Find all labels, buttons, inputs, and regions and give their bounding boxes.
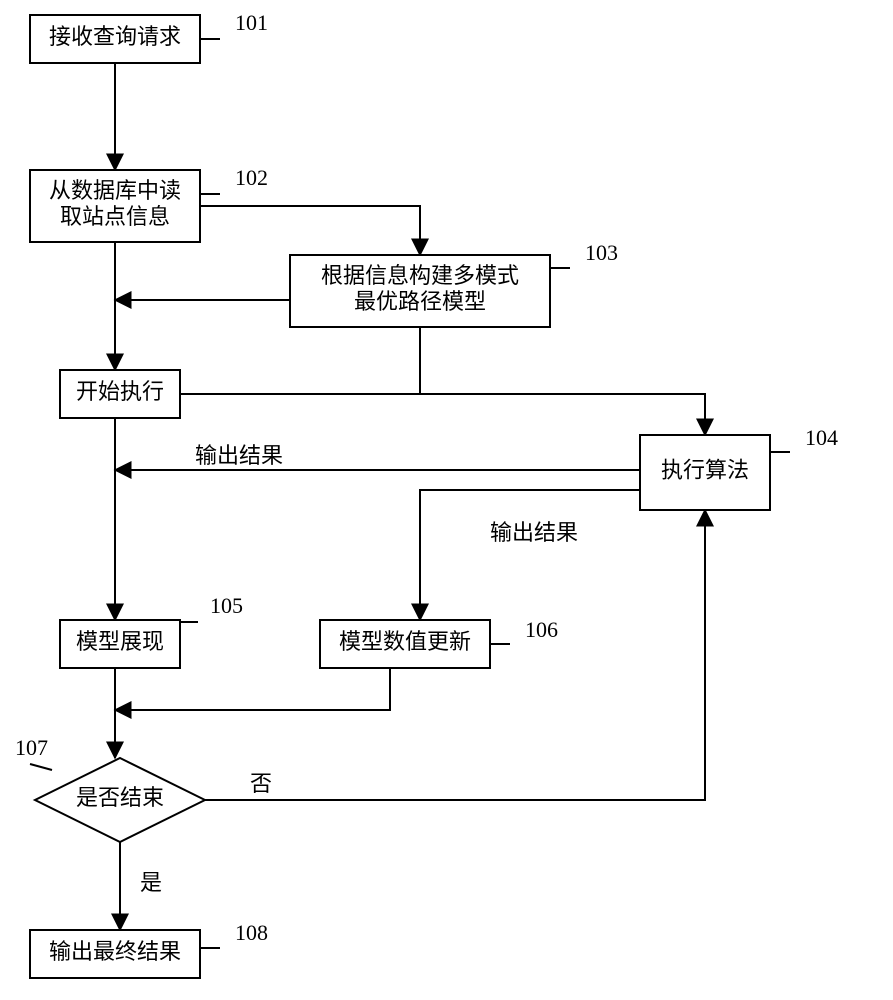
- edge-e3: [200, 206, 420, 255]
- node-number: 106: [525, 617, 558, 642]
- node-n103: 根据信息构建多模式最优路径模型: [290, 255, 550, 327]
- node-number: 102: [235, 165, 268, 190]
- node-label: 根据信息构建多模式: [321, 263, 519, 288]
- node-n107: 是否结束: [35, 758, 205, 842]
- node-number: 108: [235, 920, 268, 945]
- edge-e20: [30, 764, 52, 770]
- node-label: 开始执行: [76, 379, 164, 404]
- node-nstart: 开始执行: [60, 370, 180, 418]
- node-label: 输出最终结果: [49, 939, 181, 964]
- node-label: 从数据库中读: [49, 178, 181, 203]
- node-label: 取站点信息: [60, 204, 170, 229]
- edge-e6: [180, 394, 705, 435]
- edge-e11: [115, 668, 390, 710]
- node-label: 最优路径模型: [354, 289, 486, 314]
- flowchart-canvas: 接收查询请求从数据库中读取站点信息根据信息构建多模式最优路径模型开始执行执行算法…: [0, 0, 893, 1000]
- node-number: 107: [15, 735, 48, 760]
- node-label: 模型展现: [76, 629, 164, 654]
- edge-label: 输出结果: [490, 520, 578, 545]
- node-n105: 模型展现: [60, 620, 180, 668]
- node-n104: 执行算法: [640, 435, 770, 510]
- node-label: 执行算法: [661, 458, 749, 483]
- node-number: 105: [210, 593, 243, 618]
- node-n102: 从数据库中读取站点信息: [30, 170, 200, 242]
- node-n106: 模型数值更新: [320, 620, 490, 668]
- node-number: 103: [585, 240, 618, 265]
- edge-e9: [420, 490, 640, 620]
- node-label: 模型数值更新: [339, 629, 471, 654]
- node-n108: 输出最终结果: [30, 930, 200, 978]
- node-number: 104: [805, 425, 838, 450]
- node-label: 是否结束: [76, 785, 164, 810]
- node-n101: 接收查询请求: [30, 15, 200, 63]
- node-number: 101: [235, 10, 268, 35]
- edge-label: 是: [140, 870, 162, 895]
- edge-label: 否: [250, 771, 272, 796]
- edge-label: 输出结果: [195, 443, 283, 468]
- node-label: 接收查询请求: [49, 24, 181, 49]
